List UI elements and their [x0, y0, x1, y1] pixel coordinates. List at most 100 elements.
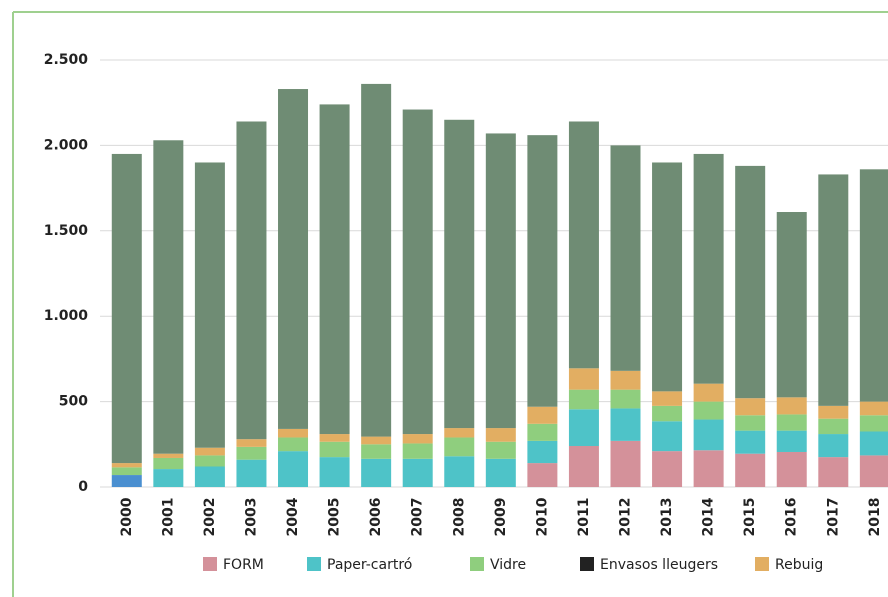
bar-segment: [319, 457, 350, 487]
bar-segment: [859, 415, 888, 432]
bar-segment: [776, 212, 807, 398]
bar-segment: [236, 459, 267, 487]
bar-segment: [485, 441, 516, 459]
bar-segment: [776, 451, 807, 487]
x-tick-label: 2003: [243, 498, 259, 537]
bar-segment: [485, 458, 516, 487]
bar-segment: [776, 397, 807, 415]
y-tick-label: 1.500: [44, 223, 89, 239]
x-tick-label: 2010: [534, 497, 550, 536]
bar-segment: [402, 458, 433, 487]
bar-segment: [859, 401, 888, 416]
bar-segment: [652, 451, 683, 487]
bar-segment: [735, 398, 766, 416]
bar-segment: [319, 104, 350, 435]
bar-segment: [153, 469, 184, 487]
bar-segment: [111, 153, 142, 464]
bar-segment: [693, 419, 724, 451]
y-tick-label: 500: [59, 394, 88, 410]
x-tick-label: 2016: [784, 498, 800, 537]
legend-label: Paper-cartró: [327, 557, 412, 573]
y-tick-label: 0: [78, 479, 88, 495]
bar-segment: [361, 83, 392, 437]
y-tick-label: 2.500: [44, 52, 89, 68]
legend-label: Envasos lleugers: [600, 557, 718, 573]
x-tick-label: 2007: [410, 498, 426, 537]
bar-segment: [776, 414, 807, 431]
bar-segment: [319, 441, 350, 458]
bar-segment: [693, 153, 724, 384]
bar-segment: [194, 455, 225, 467]
bar-segment: [776, 430, 807, 452]
bar-segment: [402, 109, 433, 435]
bar-segment: [153, 457, 184, 470]
bar-segment: [361, 444, 392, 459]
bar-segment: [527, 440, 558, 464]
bar-segment: [818, 418, 849, 435]
bar-segment: [319, 434, 350, 442]
bar-segment: [194, 466, 225, 487]
bar-segment: [444, 119, 475, 429]
bar-segment: [153, 453, 184, 458]
x-tick-label: 2011: [576, 498, 592, 537]
bar-segment: [693, 401, 724, 420]
bar-segment: [859, 169, 888, 402]
legend-swatch: [755, 557, 769, 571]
bar-segment: [652, 405, 683, 422]
x-tick-label: 2000: [119, 497, 135, 536]
bar-segment: [527, 463, 558, 487]
bar-segment: [568, 389, 599, 410]
x-tick-label: 2008: [451, 498, 467, 537]
bar-segment: [153, 140, 184, 454]
bar-segment: [278, 437, 309, 452]
bar-segment: [735, 165, 766, 399]
bar-segment: [402, 434, 433, 444]
bar-segment: [236, 121, 267, 440]
bar-segment: [194, 447, 225, 456]
legend-label: Rebuig: [775, 557, 823, 573]
legend-swatch: [307, 557, 321, 571]
bar-segment: [735, 415, 766, 431]
bar-segment: [444, 437, 475, 457]
bar-segment: [402, 443, 433, 459]
bar-segment: [859, 431, 888, 456]
x-tick-label: 2014: [701, 497, 717, 536]
bar-segment: [111, 467, 142, 476]
bar-segment: [485, 133, 516, 429]
bar-segment: [693, 450, 724, 487]
x-tick-label: 2013: [659, 498, 675, 537]
bar-segment: [568, 121, 599, 369]
x-tick-label: 2012: [618, 498, 634, 537]
x-tick-label: 2015: [742, 498, 758, 537]
bar-segment: [527, 135, 558, 407]
bar-segment: [278, 451, 309, 487]
bar-segment: [194, 162, 225, 448]
x-tick-label: 2005: [327, 498, 343, 537]
bar-segment: [568, 446, 599, 487]
legend-swatch: [470, 557, 484, 571]
bar-segment: [568, 409, 599, 447]
bar-segment: [818, 405, 849, 419]
bar-segment: [111, 463, 142, 468]
bar-segment: [610, 370, 641, 390]
bar-segment: [236, 446, 267, 460]
bar-segment: [818, 457, 849, 487]
bar-segment: [818, 434, 849, 458]
x-tick-label: 2018: [867, 498, 883, 537]
x-tick-label: 2009: [493, 498, 509, 537]
bar-segment: [278, 428, 309, 438]
bar-segment: [527, 406, 558, 424]
legend-swatch: [580, 557, 594, 571]
bar-segment: [111, 475, 142, 487]
bar-segment: [444, 428, 475, 438]
x-tick-label: 2017: [825, 498, 841, 537]
x-tick-label: 2002: [202, 498, 218, 537]
bar-segment: [652, 162, 683, 392]
legend-swatch: [203, 557, 217, 571]
bar-segment: [361, 436, 392, 445]
bar-segment: [610, 408, 641, 441]
x-tick-label: 2001: [160, 498, 176, 537]
bar-segment: [444, 456, 475, 487]
bar-segment: [818, 174, 849, 406]
bar-segment: [693, 383, 724, 402]
